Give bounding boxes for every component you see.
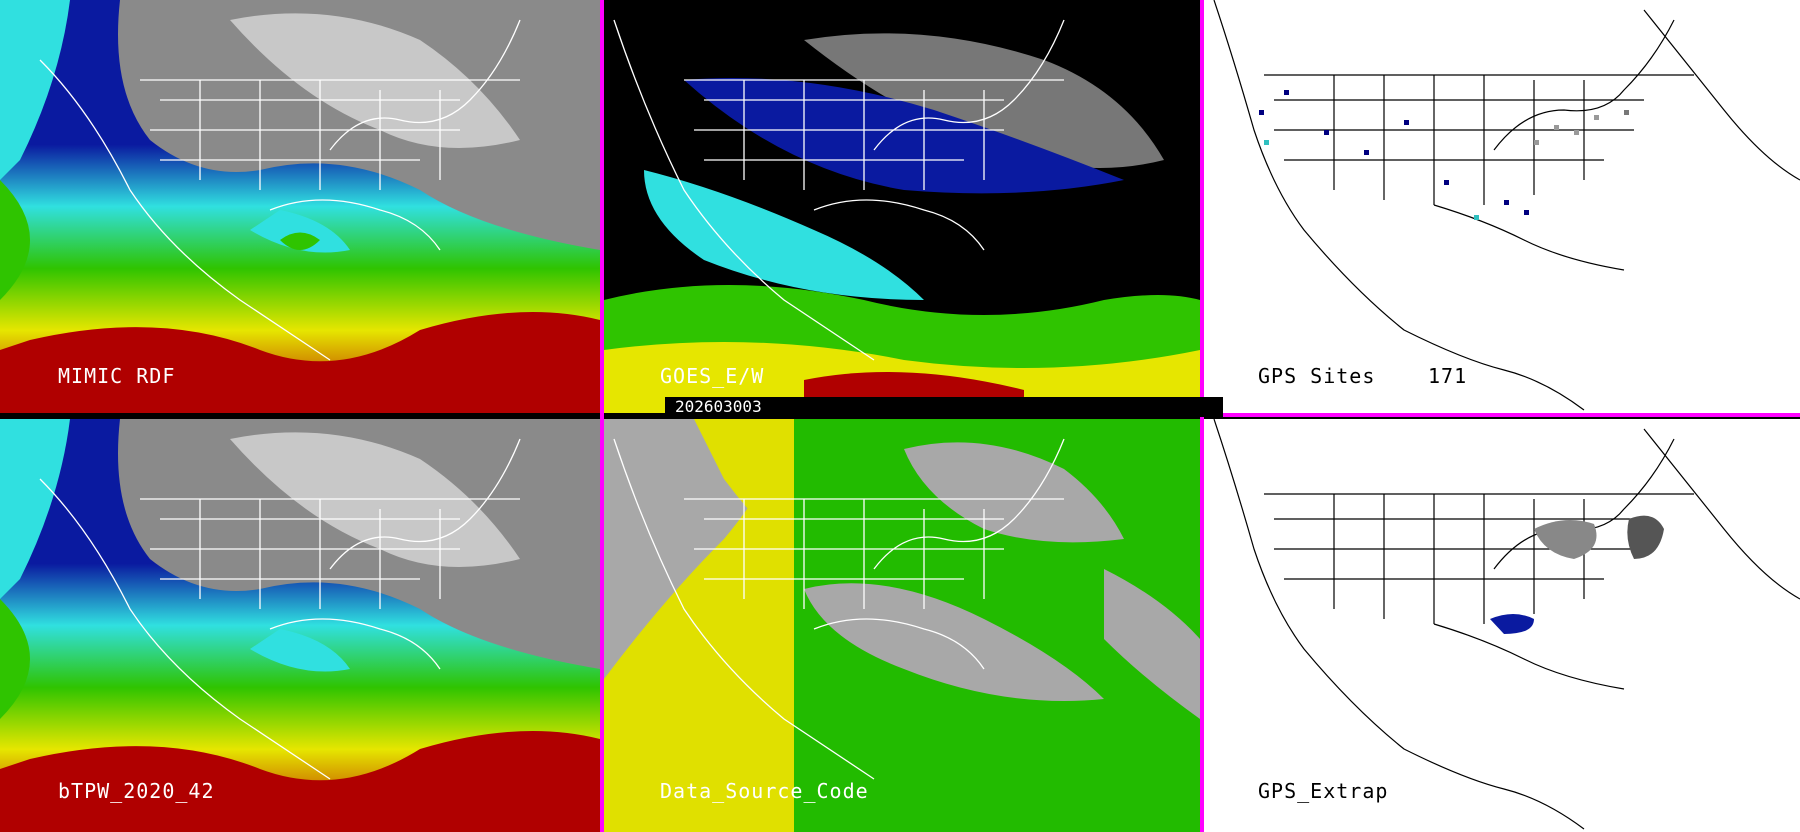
btpw-label: bTPW_2020_42 [58, 779, 215, 803]
gps-sites-count: 171 [1428, 364, 1468, 388]
mimic-rdf-panel: MIMIC RDF [0, 0, 600, 413]
goes-ew-label: GOES_E/W [660, 364, 765, 388]
gps-site-markers [1259, 90, 1629, 220]
gps-extrap-label: GPS_Extrap [1258, 779, 1389, 803]
mimic-rdf-label: MIMIC RDF [58, 364, 176, 388]
gps-sites-map [1213, 0, 1800, 411]
data-source-map [604, 419, 1200, 832]
gps-extrap-map [1213, 419, 1800, 830]
goes-ew-panel: GOES_E/W [604, 0, 1200, 413]
gps-sites-panel: GPS Sites 171 [1204, 0, 1800, 413]
gps-sites-label: GPS Sites [1258, 364, 1376, 388]
btpw-map [0, 419, 600, 832]
timestamp-text: 202603003 [675, 397, 762, 416]
gps-extrap-panel: GPS_Extrap [1204, 419, 1800, 832]
timestamp-bar: 202603003 [665, 397, 1223, 417]
divider-vertical-left [600, 0, 604, 832]
mimic-rdf-map [0, 0, 600, 413]
btpw-panel: bTPW_2020_42 [0, 419, 600, 832]
divider-horizontal-right [1204, 413, 1800, 417]
goes-ew-map [604, 0, 1200, 413]
data-source-label: Data_Source_Code [660, 779, 869, 803]
data-source-panel: Data_Source_Code [604, 419, 1200, 832]
